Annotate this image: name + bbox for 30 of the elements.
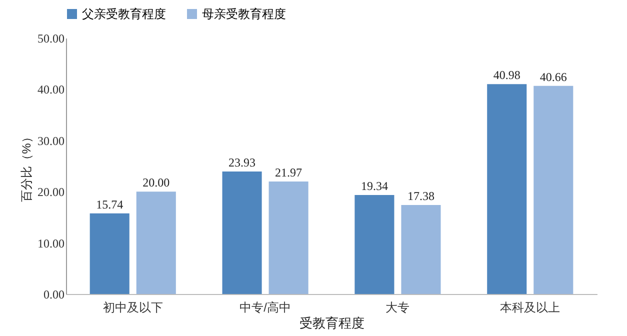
y-tick-label: 20.00	[38, 185, 64, 200]
data-label: 20.00	[142, 176, 170, 190]
x-axis-title: 受教育程度	[300, 316, 364, 330]
x-tick-label: 中专/高中	[240, 300, 291, 314]
data-label: 40.66	[540, 70, 567, 84]
data-label: 21.97	[275, 166, 302, 180]
legend-label: 母亲受教育程度	[202, 7, 286, 21]
y-tick-label: 40.00	[38, 82, 64, 97]
data-label: 15.74	[96, 197, 124, 212]
y-axis-title: 百分比（%）	[20, 131, 34, 202]
bar	[534, 86, 574, 294]
x-tick-label: 大专	[386, 300, 410, 314]
data-label: 17.38	[407, 189, 434, 204]
y-tick-label: 30.00	[38, 134, 64, 148]
y-tick-label: 50.00	[38, 32, 64, 46]
y-tick-label: 10.00	[38, 236, 64, 250]
bar	[136, 192, 176, 294]
bar	[222, 171, 262, 294]
bar	[487, 84, 527, 294]
x-tick-label: 本科及以上	[500, 300, 560, 314]
bar	[401, 205, 441, 294]
bar	[354, 194, 394, 294]
data-label: 40.98	[493, 68, 520, 82]
bar	[268, 182, 308, 294]
legend-label: 父亲受教育程度	[82, 7, 166, 21]
bar	[90, 213, 130, 294]
data-label: 19.34	[360, 178, 388, 193]
data-label: 23.93	[228, 155, 256, 170]
y-tick-label: 0.00	[44, 288, 64, 302]
x-tick-label: 初中及以下	[102, 300, 163, 314]
